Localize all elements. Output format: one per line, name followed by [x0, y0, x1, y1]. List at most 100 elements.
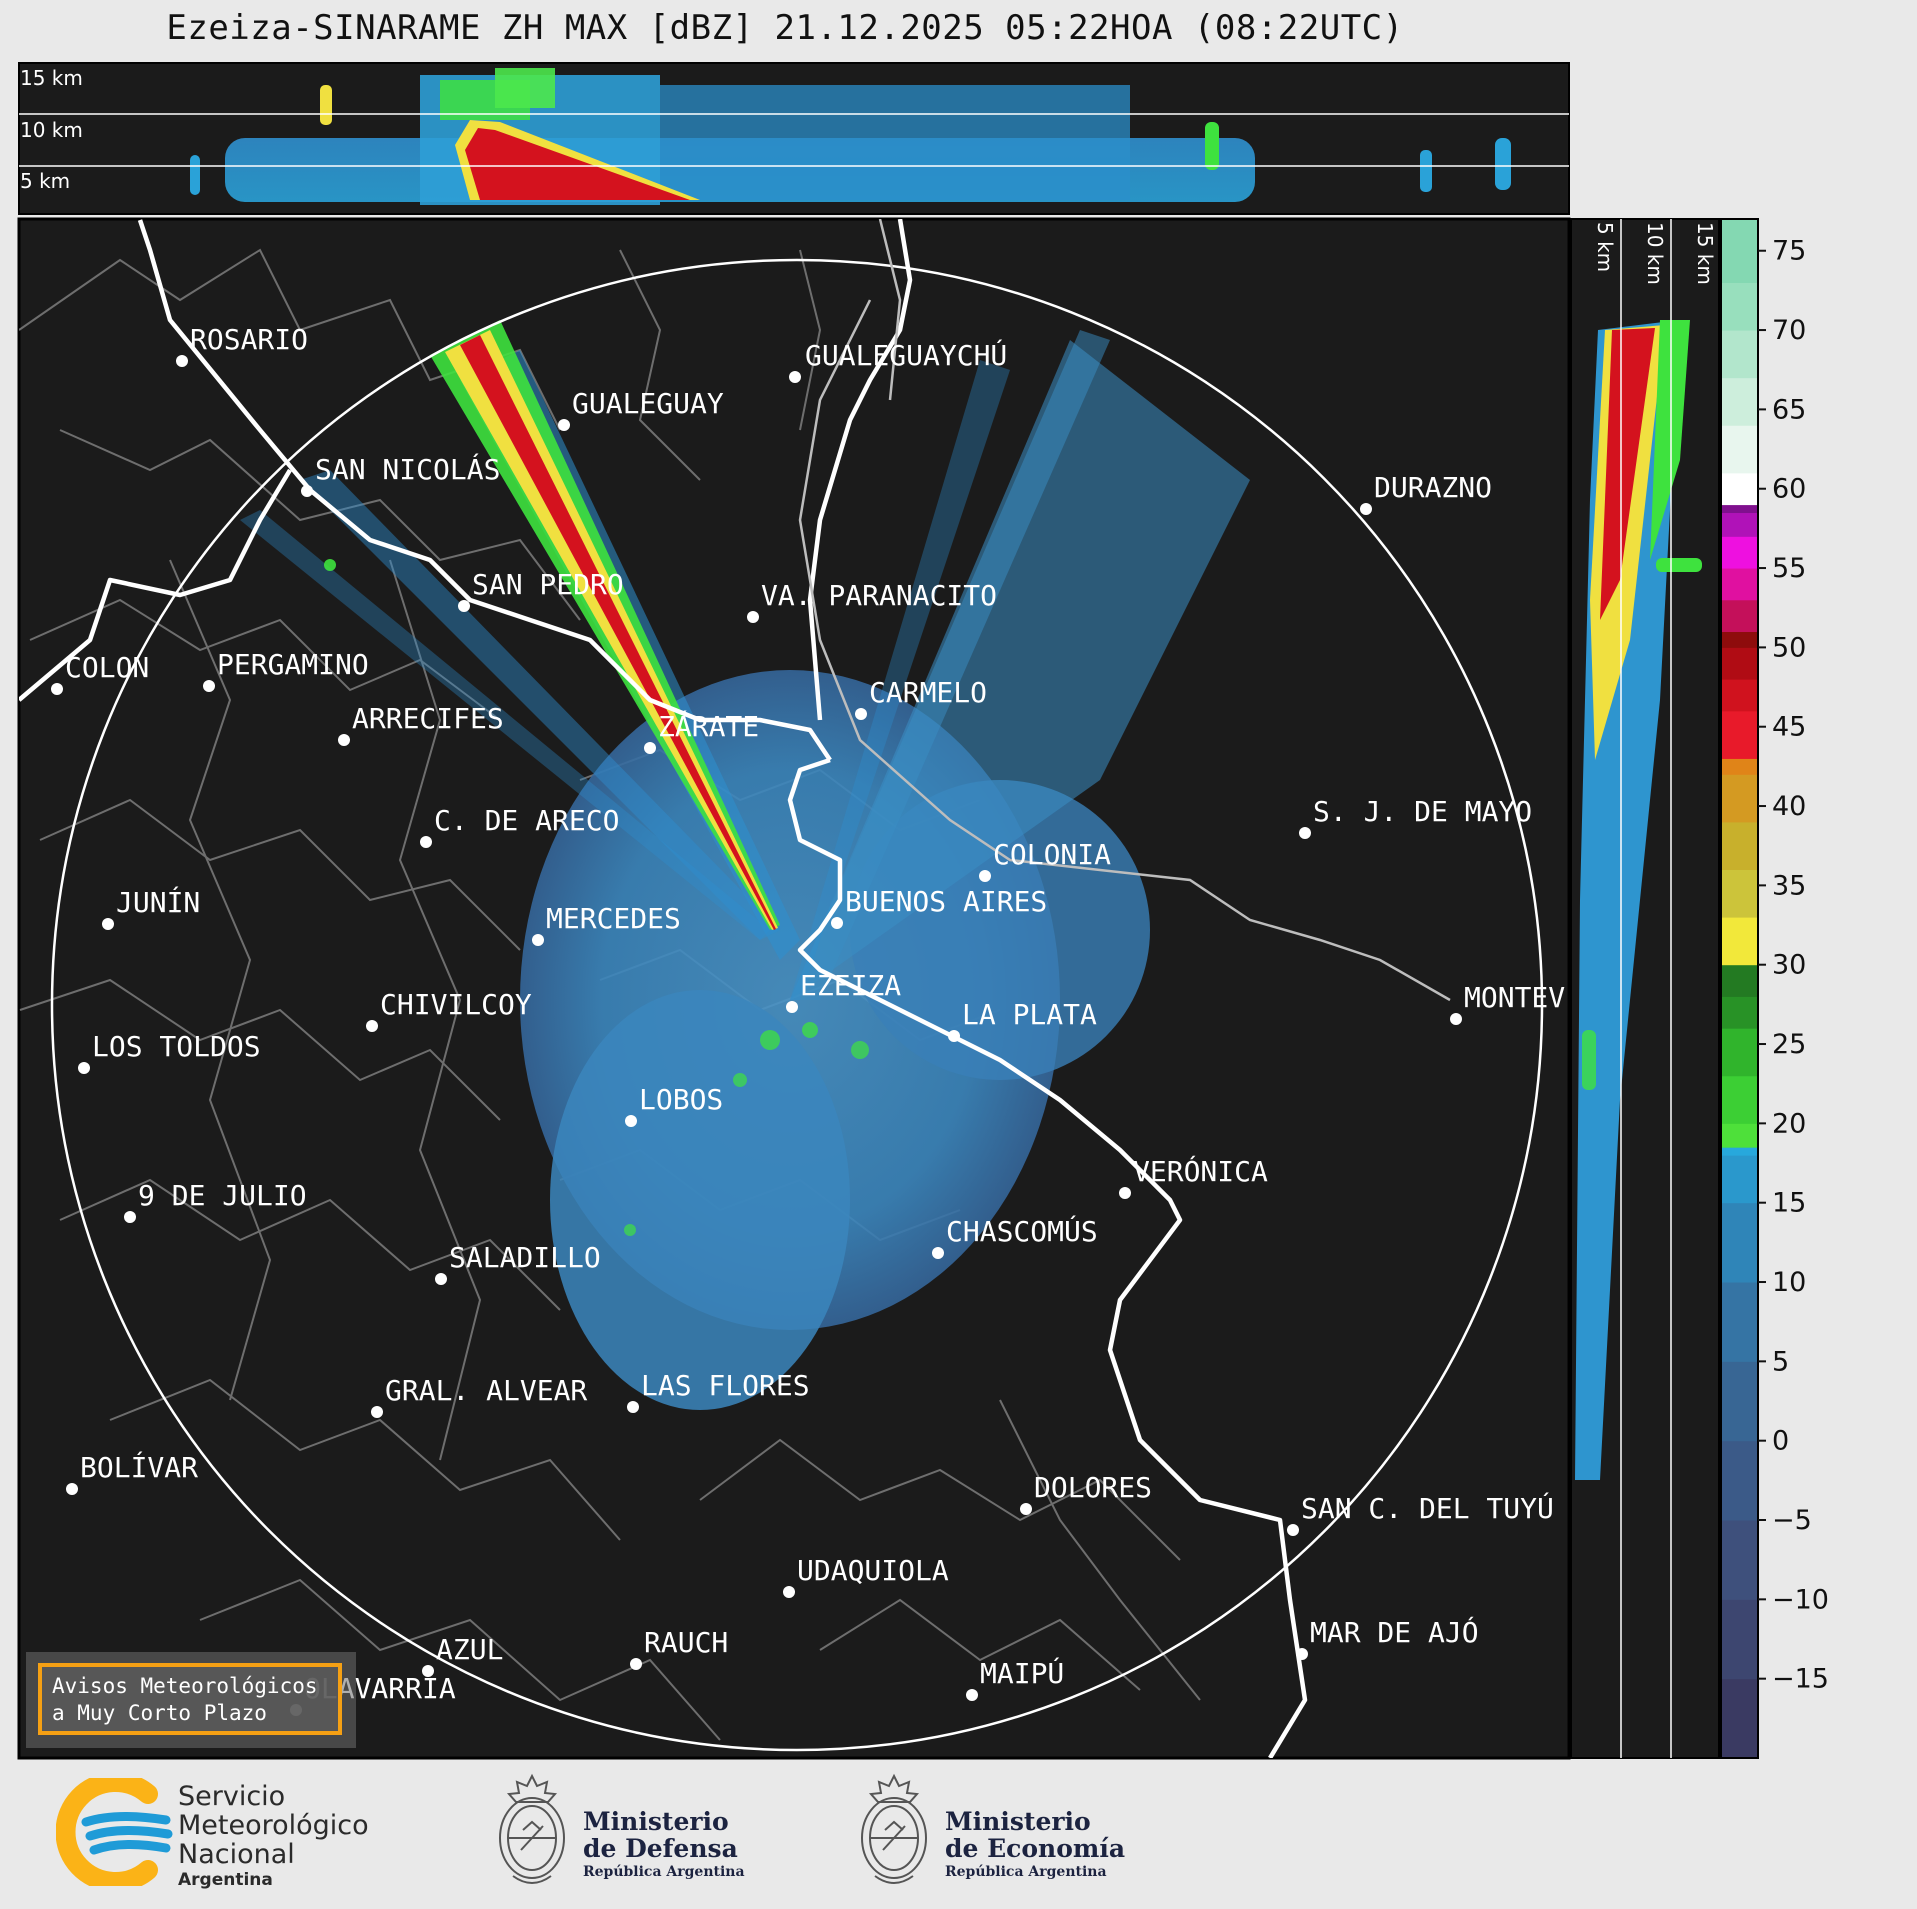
- colorbar-band: [1721, 568, 1758, 601]
- smn-line-3: Nacional: [178, 1839, 295, 1870]
- colorbar-band: [1721, 1361, 1758, 1442]
- city-label-9-de-julio: 9 DE JULIO: [138, 1179, 307, 1212]
- colorbar-band: [1721, 330, 1758, 379]
- colorbar-band: [1721, 377, 1758, 426]
- colorbar-band: [1721, 710, 1758, 759]
- colorbar-tick-label: 20: [1772, 1108, 1806, 1139]
- colorbar-band: [1721, 1520, 1758, 1600]
- colorbar-band: [1721, 1202, 1758, 1283]
- colorbar-band: [1721, 425, 1758, 474]
- colorbar-tick-label: 10: [1772, 1267, 1806, 1298]
- range-ring: [50, 258, 1544, 1752]
- colorbar-band: [1721, 219, 1758, 283]
- colorbar-band: [1721, 504, 1758, 514]
- top-height-panel: 15 km 10 km 5 km: [18, 62, 1570, 215]
- colorbar-band: [1721, 996, 1758, 1029]
- colorbar-tick-label: 40: [1772, 791, 1806, 822]
- economia-seal-icon: [861, 1773, 927, 1884]
- city-label-junin: JUNÍN: [116, 885, 200, 919]
- radar-map-panel: ROSARIO GUALEGUAYCHÚ GUALEGUAY SAN NICOL…: [17, 217, 1571, 1760]
- city-label-rosario: ROSARIO: [190, 323, 308, 356]
- city-label-udaquiola: UDAQUIOLA: [797, 1554, 949, 1587]
- colorbar-tick-label: 50: [1772, 632, 1806, 663]
- defensa-name: Ministerio de Defensa República Argentin…: [583, 1808, 745, 1882]
- colorbar-band: [1721, 774, 1758, 823]
- colorbar-tick-label: 75: [1772, 236, 1806, 267]
- city-label-montev: MONTEV: [1464, 981, 1565, 1014]
- smn-logo-icon: [56, 1778, 173, 1886]
- city-label-chascomus: CHASCOMÚS: [946, 1214, 1098, 1248]
- city-label-gualeguaychu: GUALEGUAYCHÚ: [805, 338, 1007, 372]
- colorbar-band: [1721, 679, 1758, 712]
- colorbar-tick-label: 25: [1772, 1029, 1806, 1060]
- colorbar-tick-label: −15: [1772, 1664, 1829, 1695]
- top-height-label-15: 15 km: [20, 66, 83, 90]
- economia-line-2: de Economía: [945, 1834, 1126, 1863]
- district-boundaries: [19, 248, 1201, 1741]
- colorbar-band: [1721, 1599, 1758, 1680]
- side-height-panel: 5 km 10 km 15 km: [1570, 218, 1720, 1759]
- top-height-label-10: 10 km: [20, 118, 83, 142]
- city-label-rauch: RAUCH: [644, 1626, 728, 1659]
- city-label-ezeiza: EZEIZA: [800, 969, 901, 1002]
- colorbar-band: [1721, 647, 1758, 680]
- city-label-mar-de-ajo: MAR DE AJÓ: [1310, 1615, 1479, 1649]
- colorbar-band: [1721, 1440, 1758, 1521]
- colorbar-band: [1721, 631, 1758, 648]
- defensa-line-1: Ministerio: [583, 1807, 729, 1836]
- economia-line-3: República Argentina: [945, 1864, 1107, 1880]
- colorbar-band: [1721, 599, 1758, 633]
- city-label-veronica: VERÓNICA: [1133, 1154, 1268, 1188]
- colorbar-band: [1721, 1147, 1758, 1156]
- colorbar-band: [1721, 1678, 1758, 1759]
- colorbar-tick-label: 60: [1772, 474, 1806, 505]
- city-label-lobos: LOBOS: [639, 1083, 723, 1116]
- defensa-line-2: de Defensa: [583, 1834, 738, 1863]
- city-label-chivilcoy: CHIVILCOY: [380, 988, 532, 1021]
- colorbar-band: [1721, 758, 1758, 775]
- borders: [798, 219, 1451, 1002]
- colorbar-tick-label: −5: [1772, 1505, 1812, 1536]
- city-label-c-de-areco: C. DE ARECO: [434, 804, 619, 837]
- city-label-buenos-aires: BUENOS AIRES: [845, 885, 1047, 918]
- colorbar-band: [1721, 917, 1758, 966]
- city-label-colonia: COLONIA: [993, 838, 1111, 871]
- city-label-dolores: DOLORES: [1034, 1471, 1152, 1504]
- city-label-arrecifes: ARRECIFES: [352, 702, 504, 735]
- side-height-label-5: 5 km: [1593, 222, 1617, 272]
- colorbar-band: [1721, 512, 1758, 537]
- colorbar-tick-label: 45: [1772, 712, 1806, 743]
- colorbar-tick-label: 0: [1772, 1426, 1789, 1457]
- defensa-seal-icon: [499, 1773, 565, 1884]
- colorbar-band: [1721, 821, 1758, 871]
- city-label-los-toldos: LOS TOLDOS: [92, 1030, 261, 1063]
- avisos-line-1: Avisos Meteorológicos: [52, 1674, 318, 1698]
- city-label-carmelo: CARMELO: [869, 676, 987, 709]
- city-label-bolivar: BOLÍVAR: [80, 1450, 198, 1484]
- city-label-gral-alvear: GRAL. ALVEAR: [385, 1374, 587, 1407]
- city-label-gualeguay: GUALEGUAY: [572, 387, 724, 420]
- colorbar-band: [1721, 1282, 1758, 1362]
- city-label-zarate: ZÁRATE: [658, 709, 759, 743]
- city-label-la-plata: LA PLATA: [962, 998, 1097, 1031]
- colorbar-band: [1721, 1075, 1758, 1124]
- city-label-las-flores: LAS FLORES: [641, 1369, 810, 1402]
- colorbar-band: [1721, 472, 1758, 506]
- city-label-azul: AZUL: [436, 1633, 503, 1666]
- colorbar-band: [1721, 1155, 1758, 1204]
- smn-line-4: Argentina: [178, 1870, 273, 1890]
- top-height-label-5: 5 km: [20, 169, 70, 193]
- side-height-label-10: 10 km: [1643, 222, 1667, 285]
- city-label-durazno: DURAZNO: [1374, 471, 1492, 504]
- city-label-maipu: MAIPÚ: [980, 1656, 1064, 1690]
- smn-line-2: Meteorológico: [178, 1810, 369, 1841]
- colorbar-tick-label: 30: [1772, 950, 1806, 981]
- city-label-saladillo: SALADILLO: [449, 1241, 601, 1274]
- economia-name: Ministerio de Economía República Argenti…: [945, 1808, 1125, 1882]
- city-label-colon: COLON: [65, 651, 149, 684]
- colorbar-band: [1721, 536, 1758, 569]
- city-label-san-pedro: SAN PEDRO: [472, 568, 624, 601]
